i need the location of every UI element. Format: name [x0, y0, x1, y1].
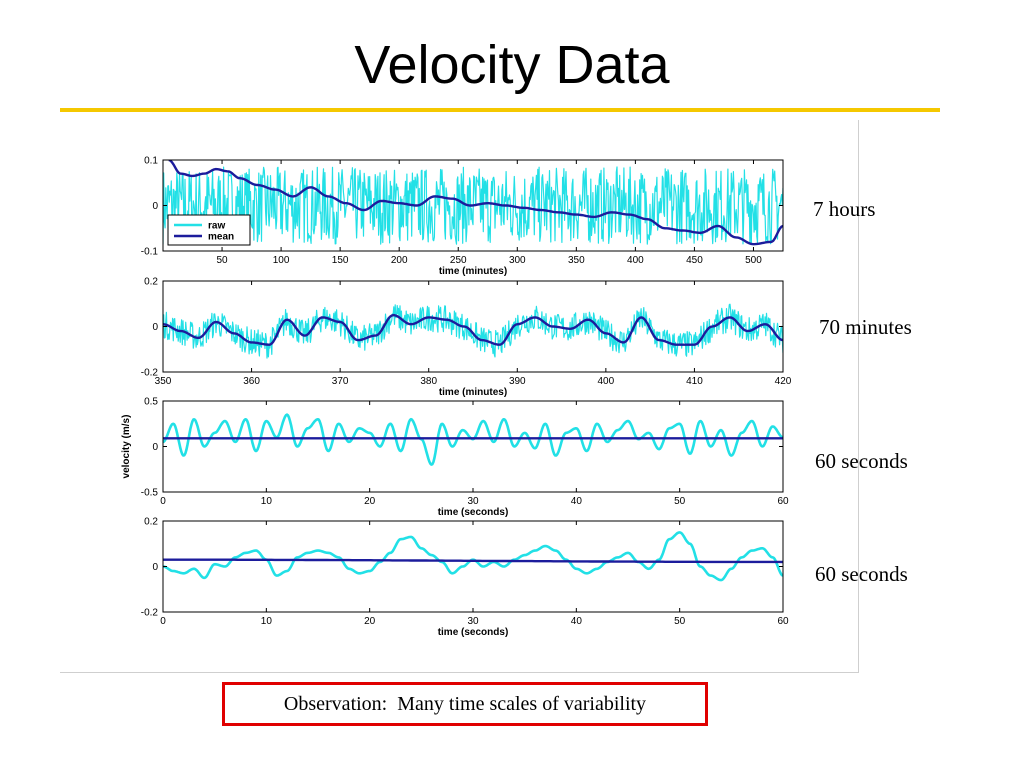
- x-tick-label: 40: [571, 496, 583, 507]
- x-axis-label: time (minutes): [439, 387, 507, 398]
- y-tick-label: 0: [152, 201, 158, 212]
- x-tick-label: 40: [571, 616, 583, 627]
- x-tick-label: 350: [155, 376, 172, 387]
- y-tick-label: 0.2: [144, 517, 158, 528]
- observation-box: Observation: Many time scales of variabi…: [222, 682, 708, 726]
- x-tick-label: 30: [467, 496, 479, 507]
- x-tick-label: 350: [568, 255, 585, 266]
- series-line-mean: [168, 160, 783, 246]
- x-tick-label: 370: [332, 376, 349, 387]
- y-tick-label: -0.1: [141, 247, 159, 258]
- y-tick-label: -0.2: [141, 608, 159, 619]
- series-line-raw: [163, 166, 783, 245]
- y-tick-label: 0: [152, 442, 158, 453]
- legend-box: [167, 214, 251, 246]
- x-tick-label: 60: [777, 496, 789, 507]
- timescale-label-3: 60 seconds: [815, 449, 908, 473]
- y-tick-label: 0: [152, 322, 158, 333]
- series-line-raw: [163, 531, 783, 582]
- series-line-mean: [163, 313, 783, 346]
- x-tick-label: 300: [509, 255, 526, 266]
- x-tick-label: 100: [273, 255, 290, 266]
- x-tick-label: 200: [391, 255, 408, 266]
- series-line-raw: [163, 413, 783, 466]
- series-line-mean: [163, 558, 783, 564]
- x-tick-label: 60: [777, 616, 789, 627]
- x-tick-label: 150: [332, 255, 349, 266]
- x-tick-label: 360: [243, 376, 260, 387]
- plot-box: [162, 280, 784, 373]
- x-tick-label: 50: [674, 616, 686, 627]
- x-tick-label: 0: [160, 616, 166, 627]
- x-tick-label: 20: [364, 616, 376, 627]
- timescale-label-2: 70 minutes: [819, 315, 912, 339]
- y-tick-label: 0.1: [144, 156, 158, 167]
- x-tick-label: 500: [745, 255, 762, 266]
- x-tick-label: 420: [775, 376, 792, 387]
- x-tick-label: 390: [509, 376, 526, 387]
- x-tick-label: 20: [364, 496, 376, 507]
- chart-panel-2: 350 360 370 380 390 400 410 420 -0.2 0 0.2 time (mi…: [141, 277, 792, 399]
- x-tick-label: 380: [420, 376, 437, 387]
- x-tick-label: 10: [261, 616, 273, 627]
- x-tick-label: 10: [261, 496, 273, 507]
- x-tick-label: 250: [450, 255, 467, 266]
- series-line-raw: [163, 303, 783, 359]
- y-tick-label: 0.5: [144, 397, 158, 408]
- plot-box: [162, 520, 784, 613]
- x-axis-label: time (seconds): [438, 507, 509, 518]
- y-axis-label: velocity (m/s): [121, 415, 132, 479]
- slide-title: Velocity Data: [354, 35, 670, 95]
- title-underline: [60, 108, 940, 112]
- y-tick-label: 0.2: [144, 277, 158, 288]
- x-tick-label: 450: [686, 255, 703, 266]
- legend-label-mean: mean: [208, 232, 234, 243]
- figure-frame: [60, 120, 859, 673]
- legend-label-raw: raw: [208, 221, 225, 232]
- x-tick-label: 400: [627, 255, 644, 266]
- x-tick-label: 410: [686, 376, 703, 387]
- timescale-label-1: 7 hours: [813, 197, 876, 221]
- x-tick-label: 50: [674, 496, 686, 507]
- y-tick-label: 0: [152, 562, 158, 573]
- chart-panel-1: 50 100 150 200 250 300 350 400 450 500 -0.1 0 0.1 tim…: [141, 156, 784, 277]
- observation-text: Observation: Many time scales of variabi…: [283, 692, 647, 715]
- x-axis-label: time (minutes): [439, 266, 507, 277]
- plot-box: [162, 400, 784, 493]
- y-tick-label: -0.2: [141, 368, 159, 379]
- x-tick-label: 30: [467, 616, 479, 627]
- y-tick-label: -0.5: [141, 488, 159, 499]
- x-tick-label: 0: [160, 496, 166, 507]
- x-tick-label: 50: [216, 255, 228, 266]
- x-tick-label: 400: [598, 376, 615, 387]
- timescale-label-4: 60 seconds: [815, 562, 908, 586]
- x-axis-label: time (seconds): [438, 627, 509, 638]
